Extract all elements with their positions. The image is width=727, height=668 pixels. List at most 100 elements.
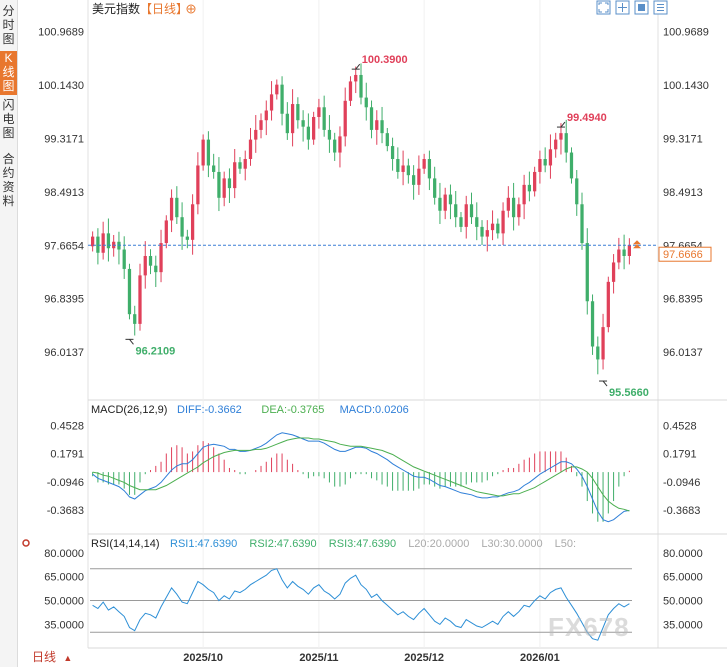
candle-body (127, 268, 132, 315)
sidebar-tab-3[interactable]: 合约资料 (2, 152, 15, 208)
candle (238, 157, 242, 174)
candle-body (406, 165, 410, 176)
sidebar-tab-2[interactable]: 闪电图 (2, 98, 15, 140)
x-axis-label: 2025/12 (404, 652, 444, 664)
candle-body (217, 171, 221, 198)
annotation-label: 99.4940 (567, 112, 607, 124)
candle (448, 184, 453, 220)
candle (396, 147, 400, 179)
candle (501, 202, 505, 245)
candle-body (564, 133, 568, 153)
candle (406, 158, 410, 184)
menu-icon-glyph (657, 4, 664, 11)
candle-body (559, 133, 563, 140)
candle-body (264, 110, 268, 121)
candle (564, 119, 568, 163)
indicator-icon[interactable] (634, 0, 649, 15)
candle (401, 150, 405, 186)
candle (285, 102, 289, 140)
rsi-legend-l50: L50: (555, 538, 576, 550)
candle (254, 115, 258, 153)
price-axis-left-label: 96.0137 (44, 347, 84, 359)
candle-body (459, 217, 463, 227)
candle (427, 150, 432, 191)
candle (354, 66, 358, 94)
candle-body (333, 139, 337, 153)
watermark-text: FX678 (548, 612, 630, 642)
candle (554, 132, 558, 158)
candle-body (611, 262, 616, 282)
rsi-legend-l30: L30:30.0000 (481, 538, 542, 550)
macd-axis-right-label: -0.0946 (663, 477, 700, 489)
annotation-pointer (602, 380, 608, 387)
candle (459, 212, 463, 233)
candle (611, 254, 616, 294)
candle-body (369, 107, 374, 130)
annotation-pointer (129, 339, 134, 345)
crosshair-icon[interactable] (615, 0, 630, 15)
rsi-legend-rsi1: RSI1:47.6390 (170, 538, 237, 550)
candle (585, 228, 589, 315)
candle-body (548, 149, 553, 166)
triangle-up-icon: ▲ (63, 653, 73, 663)
candle-body (238, 162, 242, 169)
rsi-axis-left-label: 50.0000 (44, 596, 84, 608)
candle (601, 313, 605, 370)
annotation-label: 96.2109 (135, 345, 175, 357)
candle-body (164, 220, 168, 244)
rsi-axis-right-label: 80.0000 (663, 548, 703, 560)
candle (522, 174, 526, 220)
last-price-box (658, 246, 712, 262)
candle (506, 186, 510, 218)
candle (290, 89, 295, 147)
candle-body (454, 204, 458, 218)
candle (569, 147, 574, 184)
fullscreen-icon-frame (596, 0, 611, 15)
rsi-axis-left-label: 80.0000 (44, 548, 84, 560)
candle-body (106, 233, 111, 249)
candle (275, 79, 279, 100)
candle (175, 186, 179, 224)
candle-body (185, 236, 189, 240)
candle (312, 111, 316, 145)
candle-body (496, 223, 500, 234)
period-selector[interactable]: 日线 ▲ (18, 648, 86, 667)
menu-icon[interactable] (653, 0, 668, 15)
candle (438, 182, 442, 224)
candle (580, 192, 584, 250)
candle-body (285, 113, 289, 134)
macd-legend-diff: DIFF:-0.3662 (177, 404, 242, 416)
candle-body (90, 236, 95, 247)
candle-body (259, 120, 263, 130)
collapse-arrows-icon (633, 240, 641, 249)
candle (169, 189, 174, 233)
candle-body (385, 133, 389, 147)
candle-body (196, 165, 200, 205)
fullscreen-icon[interactable] (596, 0, 611, 15)
candle-body (538, 159, 542, 172)
price-axis-right-label: 98.4913 (663, 187, 703, 199)
candle (575, 170, 579, 216)
candle-body (280, 84, 284, 114)
candle (333, 132, 337, 161)
rsi-axis-right-label: 65.0000 (663, 572, 703, 584)
candle (364, 82, 368, 121)
sidebar-tab-0[interactable]: 分时图 (2, 4, 15, 46)
candle (185, 229, 189, 249)
candle (206, 131, 211, 178)
annotation-label: 100.3900 (362, 54, 408, 66)
candle-body (143, 255, 147, 276)
candle-body (417, 168, 421, 185)
candle-body (269, 94, 274, 111)
candle (133, 305, 137, 336)
candle-body (438, 197, 442, 211)
rsi-legend-l20: L20:20.0000 (408, 538, 469, 550)
macd-title: MACD(26,12,9) (91, 404, 167, 416)
price-axis-left-label: 100.9689 (38, 27, 84, 39)
price-axis-right-label: 99.3171 (663, 134, 703, 146)
sidebar-tab-1[interactable]: K线图 (0, 51, 17, 95)
symbol-title: 美元指数 (92, 1, 140, 16)
candle-body (317, 107, 321, 117)
candle (122, 236, 126, 279)
candle-body (354, 74, 358, 82)
